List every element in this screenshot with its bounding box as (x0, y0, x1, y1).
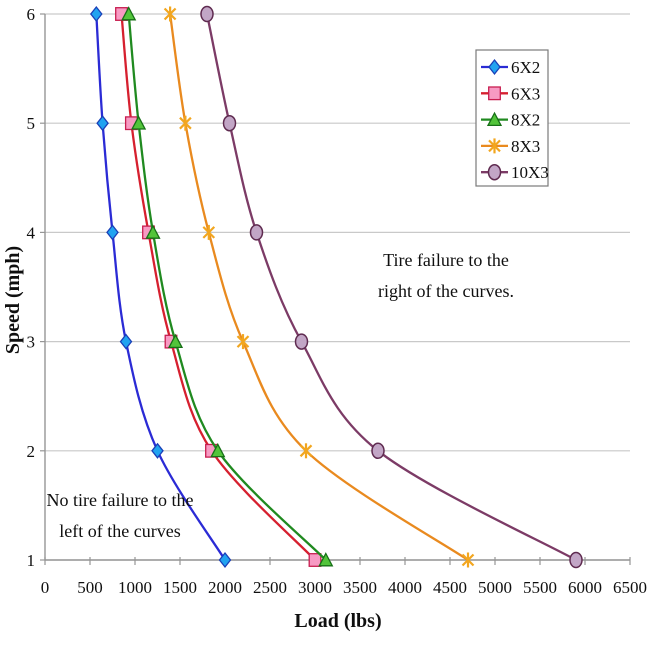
x-tick-label-3000: 3000 (298, 578, 332, 597)
legend-label-6X2: 6X2 (511, 58, 540, 77)
legend-marker-8X2 (486, 111, 503, 127)
marker-6X2-speed-4-shape (106, 224, 119, 241)
legend-marker-6X3-shape (488, 86, 501, 101)
marker-6X2-speed-5 (96, 115, 109, 132)
legend-marker-6X2-shape (488, 58, 501, 76)
marker-6X2-speed-1-shape (218, 551, 232, 569)
marker-10X3-speed-2 (371, 442, 385, 460)
tick-labels: 0 500 1000 1500 2000 2500 3000 3500 4000 4500 5000… (27, 5, 648, 597)
x-tick-label-5000: 5000 (478, 578, 512, 597)
legend-label-6X3: 6X3 (511, 84, 540, 103)
annotation-left-line2: left of the curves (59, 521, 180, 541)
marker-10X3-speed-1 (569, 551, 583, 569)
legend-marker-6X2 (488, 58, 501, 76)
marker-10X3-speed-3 (294, 333, 309, 350)
marker-8X2-speed-4-shape (145, 224, 161, 239)
x-tick-label-6000: 6000 (568, 578, 602, 597)
marker-10X3-speed-4 (249, 224, 264, 241)
legend: 6X2 6X3 8X2 8X3 10X3 (475, 49, 549, 187)
y-tick-label-2: 2 (27, 442, 36, 461)
legend-marker-8X3 (488, 138, 501, 154)
marker-8X2-speed-6-shape (121, 6, 137, 21)
marker-8X3-speed-6 (163, 6, 177, 22)
series-line-8X2 (127, 12, 327, 562)
marker-6X2-speed-3 (119, 333, 133, 350)
y-tick-label-1: 1 (27, 551, 36, 570)
marker-8X2-speed-2-shape (210, 442, 226, 458)
marker-6X2-speed-1 (218, 551, 232, 569)
marker-6X3-speed-1-shape (308, 553, 322, 567)
x-tick-label-2500: 2500 (253, 578, 287, 597)
marker-10X3-speed-5-shape (222, 114, 237, 132)
legend-marker-10X3-shape (487, 163, 502, 181)
x-tick-label-3500: 3500 (343, 578, 377, 597)
legend-marker-8X2-shape (486, 111, 503, 127)
marker-8X2-speed-4 (145, 224, 161, 239)
legend-marker-6X3 (488, 86, 501, 101)
x-tick-label-1000: 1000 (118, 578, 152, 597)
annotation-right-line1: Tire failure to the (383, 250, 509, 270)
x-tick-label-4500: 4500 (433, 578, 467, 597)
legend-label-10X3: 10X3 (511, 163, 549, 182)
series-layer (89, 5, 583, 569)
marker-8X3-speed-3 (236, 334, 250, 350)
marker-8X3-speed-5 (179, 115, 192, 131)
marker-8X2-speed-6 (121, 6, 137, 21)
marker-10X3-speed-2-shape (371, 442, 385, 460)
annotation-left-line1: No tire failure to the (47, 490, 194, 510)
x-tick-label-500: 500 (77, 578, 103, 597)
legend-label-8X2: 8X2 (511, 111, 540, 130)
marker-10X3-speed-6 (200, 5, 214, 23)
x-tick-label-4000: 4000 (388, 578, 422, 597)
marker-8X2-speed-3-shape (167, 333, 184, 349)
marker-8X3-speed-4 (202, 224, 216, 240)
x-tick-label-1500: 1500 (163, 578, 197, 597)
y-tick-label-4: 4 (27, 223, 36, 242)
marker-8X3-speed-1 (461, 552, 475, 568)
marker-6X2-speed-2-shape (151, 442, 164, 459)
series-line-6X3 (120, 12, 317, 562)
y-tick-label-5: 5 (27, 114, 36, 133)
marker-6X2-speed-3-shape (119, 333, 133, 350)
marker-6X2-speed-6 (89, 5, 103, 23)
marker-6X2-speed-2 (151, 442, 164, 459)
series-line-6X2 (95, 12, 227, 562)
marker-6X2-speed-6-shape (89, 5, 103, 23)
marker-8X2-speed-5 (131, 115, 147, 130)
legend-label-8X3: 8X3 (511, 137, 540, 156)
x-tick-label-0: 0 (41, 578, 50, 597)
x-tick-label-5500: 5500 (523, 578, 557, 597)
marker-8X2-speed-5-shape (131, 115, 147, 130)
x-tick-label-6500: 6500 (613, 578, 647, 597)
marker-6X2-speed-5-shape (96, 115, 109, 132)
marker-8X2-speed-2 (210, 442, 226, 458)
marker-10X3-speed-4-shape (249, 224, 264, 241)
marker-8X3-speed-2 (299, 443, 313, 459)
marker-8X2-speed-1-shape (318, 552, 334, 567)
legend-marker-10X3 (487, 163, 502, 181)
y-tick-label-3: 3 (27, 333, 36, 352)
marker-10X3-speed-5 (222, 114, 237, 132)
marker-6X2-speed-4 (106, 224, 119, 241)
marker-8X2-speed-1 (318, 552, 334, 567)
y-tick-label-6: 6 (27, 5, 36, 24)
marker-6X3-speed-1 (308, 553, 322, 567)
marker-10X3-speed-3-shape (294, 333, 309, 350)
y-axis-title: Speed (mph) (2, 246, 24, 354)
marker-10X3-speed-6-shape (200, 5, 214, 23)
legend-box (475, 49, 549, 187)
marker-8X2-speed-3 (167, 333, 184, 349)
x-axis-title: Load (lbs) (294, 610, 381, 632)
marker-10X3-speed-1-shape (569, 551, 583, 569)
annotation-right-line2: right of the curves. (378, 281, 514, 301)
x-tick-label-2000: 2000 (208, 578, 242, 597)
